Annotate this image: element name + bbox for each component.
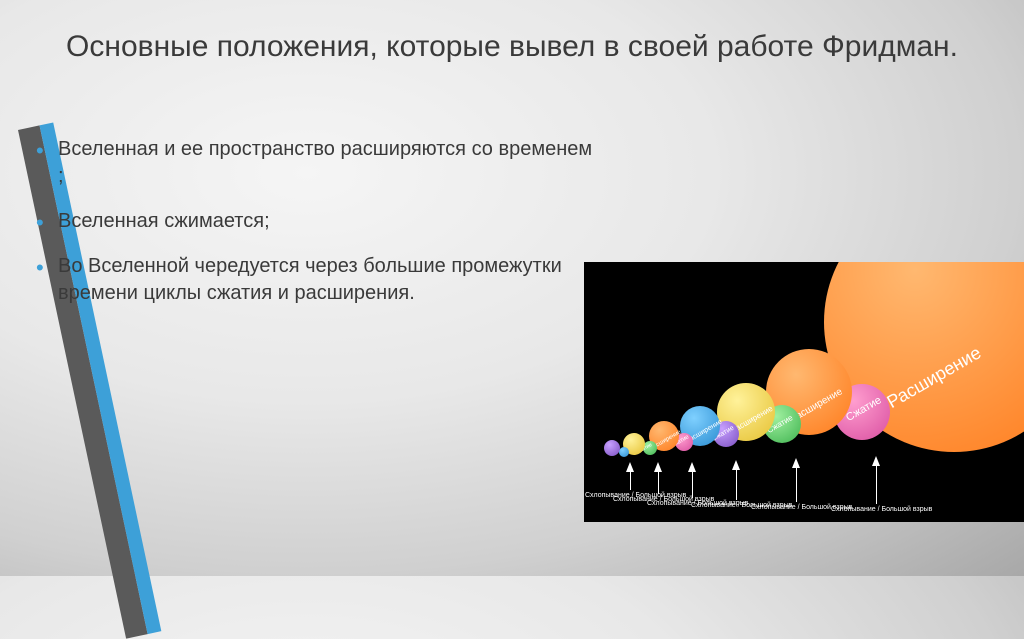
slide-title: Основные положения, которые вывел в свое… bbox=[0, 0, 1024, 66]
bullet-item: Вселенная и ее пространство расширяются … bbox=[36, 136, 596, 190]
arrow-stem bbox=[796, 466, 797, 502]
sphere bbox=[619, 447, 629, 457]
arrow-head bbox=[626, 462, 634, 472]
arrow-caption: Схлопывание / Большой взрыв bbox=[585, 492, 686, 499]
arrow-head bbox=[872, 456, 880, 466]
arrow-head bbox=[688, 462, 696, 472]
bullet-item: Вселенная сжимается; bbox=[36, 208, 596, 235]
arrow-stem bbox=[736, 468, 737, 500]
arrow-stem bbox=[692, 470, 693, 498]
arrow-stem bbox=[658, 470, 659, 494]
cyclic-universe-diagram: РасширениеСжатиеРасширениеСжатиеРасширен… bbox=[584, 262, 1024, 522]
bullet-list: Вселенная и ее пространство расширяются … bbox=[36, 136, 596, 307]
arrow-head bbox=[732, 460, 740, 470]
sphere bbox=[604, 440, 620, 456]
arrow-stem bbox=[876, 464, 877, 504]
arrow-stem bbox=[630, 470, 631, 490]
arrow-head bbox=[792, 458, 800, 468]
bullet-item: Во Вселенной чередуется через большие пр… bbox=[36, 253, 596, 307]
arrow-head bbox=[654, 462, 662, 472]
